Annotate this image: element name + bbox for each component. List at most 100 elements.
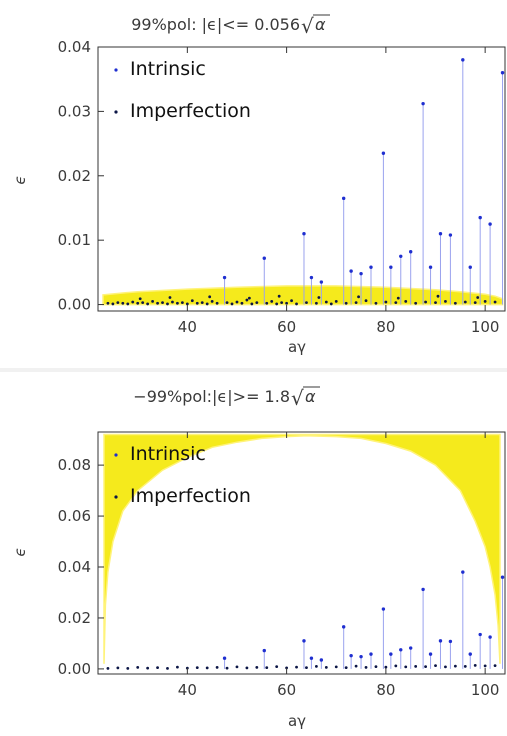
imperfection-point xyxy=(365,299,368,302)
intrinsic-point xyxy=(478,216,481,219)
legend-entry: Imperfection xyxy=(130,100,251,122)
imperfection-point xyxy=(166,303,169,306)
chart-title-sqrt-sign: √ xyxy=(291,386,304,410)
imperfection-point xyxy=(484,664,487,667)
imperfection-point xyxy=(236,665,239,668)
intrinsic-point xyxy=(501,71,504,74)
imperfection-point xyxy=(191,299,194,302)
chart-bottom: −99%pol:|ϵ|>= 1.8 √ α 40 60 80 1000.000.020… xyxy=(0,372,507,736)
x-tick-label: 80 xyxy=(376,681,395,699)
imperfection-point xyxy=(394,301,397,304)
imperfection-point xyxy=(335,300,338,303)
imperfection-point xyxy=(424,665,427,668)
chart-title-sqrt-term: α xyxy=(305,387,316,406)
intrinsic-point xyxy=(399,648,402,651)
intrinsic-point xyxy=(469,652,472,655)
y-tick-label: 0.00 xyxy=(58,296,91,314)
intrinsic-point xyxy=(439,232,442,235)
legend-marker xyxy=(114,453,117,456)
intrinsic-point xyxy=(263,649,266,652)
imperfection-point xyxy=(494,301,497,304)
imperfection-point xyxy=(434,301,437,304)
y-tick-label: 0.01 xyxy=(58,231,91,249)
imperfection-point xyxy=(357,295,360,298)
imperfection-point xyxy=(121,302,124,305)
imperfection-point xyxy=(107,667,110,670)
x-axis-label: aγ xyxy=(288,712,306,730)
imperfection-point xyxy=(116,301,119,304)
imperfection-point xyxy=(246,299,249,302)
imperfection-point xyxy=(325,666,328,669)
intrinsic-point xyxy=(382,152,385,155)
intrinsic-point xyxy=(310,276,313,279)
legend-entry: Intrinsic xyxy=(130,58,206,80)
y-tick-label: 0.02 xyxy=(58,167,91,185)
imperfection-point xyxy=(414,302,417,305)
imperfection-point xyxy=(126,667,129,670)
y-tick-label: 0.04 xyxy=(58,558,91,576)
legend-marker xyxy=(114,68,117,71)
imperfection-point xyxy=(265,666,268,669)
plot-frame xyxy=(98,47,505,311)
imperfection-point xyxy=(248,297,251,300)
x-tick-label: 60 xyxy=(277,681,296,699)
x-axis-label: aγ xyxy=(288,338,306,356)
imperfection-point xyxy=(285,302,288,305)
legend-marker xyxy=(114,110,117,113)
y-axis-label: ϵ xyxy=(11,547,29,556)
intrinsic-point xyxy=(302,232,305,235)
intrinsic-point xyxy=(478,633,481,636)
legend-entry: Intrinsic xyxy=(130,443,206,465)
imperfection-point xyxy=(211,300,214,303)
x-tick-label: 40 xyxy=(178,681,197,699)
x-tick-label: 40 xyxy=(178,318,197,336)
imperfection-point xyxy=(280,301,283,304)
intrinsic-point xyxy=(439,639,442,642)
imperfection-point xyxy=(216,666,219,669)
imperfection-point xyxy=(345,302,348,305)
imperfection-point xyxy=(136,666,139,669)
imperfection-point xyxy=(111,303,114,306)
intrinsic-point xyxy=(399,255,402,258)
imperfection-point xyxy=(241,302,244,305)
imperfection-point xyxy=(444,665,447,668)
imperfection-point xyxy=(275,665,278,668)
imperfection-point xyxy=(464,301,467,304)
imperfection-point xyxy=(169,296,172,299)
y-tick-label: 0.04 xyxy=(58,38,91,56)
imperfection-point xyxy=(216,302,219,305)
intrinsic-point xyxy=(449,640,452,643)
legend-marker xyxy=(114,495,117,498)
intrinsic-point xyxy=(359,655,362,658)
imperfection-point xyxy=(156,302,159,305)
x-tick-label: 100 xyxy=(471,681,500,699)
intrinsic-point xyxy=(409,646,412,649)
x-tick-label: 60 xyxy=(277,318,296,336)
imperfection-point xyxy=(345,666,348,669)
imperfection-point xyxy=(454,302,457,305)
intrinsic-point xyxy=(429,652,432,655)
imperfection-point xyxy=(476,296,479,299)
imperfection-point xyxy=(295,303,298,306)
imperfection-point xyxy=(146,303,149,306)
intrinsic-point xyxy=(359,272,362,275)
imperfection-point xyxy=(146,667,149,670)
legend: Intrinsic Imperfection xyxy=(114,58,251,122)
y-tick-label: 0.03 xyxy=(58,102,91,120)
imperfection-point xyxy=(171,301,174,304)
y-tick-label: 0.00 xyxy=(58,660,91,678)
imperfection-point xyxy=(305,301,308,304)
imperfection-point xyxy=(166,667,169,670)
intrinsic-point xyxy=(369,266,372,269)
imperfection-point xyxy=(330,303,333,306)
imperfection-point xyxy=(375,665,378,668)
intrinsic-point xyxy=(421,102,424,105)
x-tick-label: 100 xyxy=(471,318,500,336)
chart-title-sqrt-sign: √ xyxy=(301,14,314,38)
imperfection-point xyxy=(437,295,440,298)
imperfection-point xyxy=(107,302,110,305)
imperfection-point xyxy=(404,665,407,668)
intrinsic-stems xyxy=(225,60,503,305)
intrinsic-point xyxy=(389,652,392,655)
